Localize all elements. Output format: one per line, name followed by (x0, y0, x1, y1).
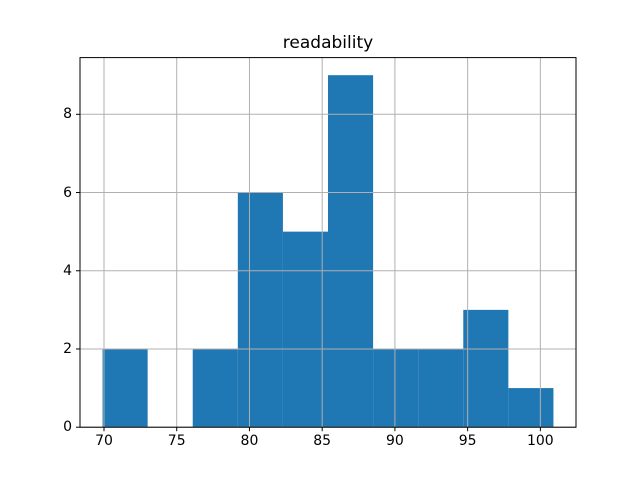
x-tick-label: 70 (95, 433, 113, 450)
histogram-bar (463, 309, 509, 428)
x-tick-label: 80 (240, 433, 259, 450)
axes-spines (79, 57, 577, 428)
histogram-bar (282, 231, 328, 428)
y-tick-label: 4 (63, 262, 72, 279)
histogram-bar (373, 348, 419, 428)
histogram-bar (237, 192, 283, 428)
x-tick-label: 85 (313, 433, 332, 450)
x-tick-label: 100 (526, 433, 554, 450)
histogram-bar (102, 348, 148, 428)
histogram-bar (192, 348, 238, 428)
x-tick-label: 75 (167, 433, 186, 450)
histogram-bar (328, 75, 374, 428)
x-tick-label: 95 (458, 433, 477, 450)
y-tick-label: 0 (63, 419, 72, 436)
histogram-bar (508, 388, 554, 428)
chart-title: readability (282, 33, 374, 53)
y-tick-label: 8 (63, 106, 72, 123)
x-tick-label: 90 (385, 433, 404, 450)
y-tick-label: 2 (63, 340, 72, 357)
histogram-bar (418, 348, 464, 428)
y-tick-label: 6 (63, 184, 72, 201)
